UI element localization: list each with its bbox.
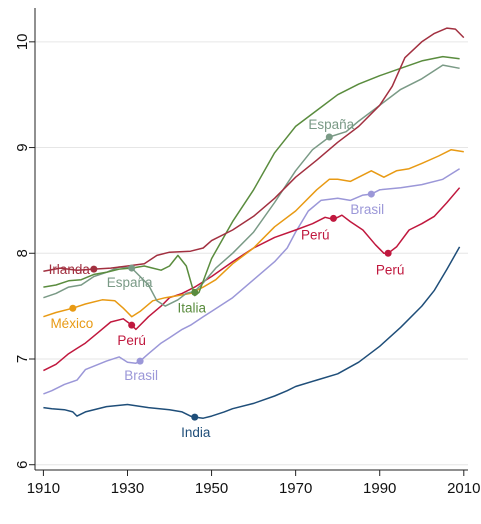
x-tick-label-2010: 2010 <box>447 480 480 497</box>
x-tick-label-1970: 1970 <box>279 480 312 497</box>
annotation-label-2: México <box>50 316 93 331</box>
annotation-label-1: España <box>107 275 153 290</box>
series-line-0 <box>43 246 461 419</box>
annotation-label-4: Brasil <box>124 368 158 383</box>
annotation-markers <box>69 133 392 421</box>
x-tick-label-1910: 1910 <box>27 480 60 497</box>
annotation-marker-4 <box>136 357 144 365</box>
y-tick-label-8: 8 <box>14 249 31 257</box>
grid-lines <box>35 41 468 466</box>
x-tick-label-1950: 1950 <box>195 480 228 497</box>
x-tick-label-1990: 1990 <box>363 480 396 497</box>
annotation-marker-2 <box>69 304 77 312</box>
series-line-6 <box>43 27 465 272</box>
annotation-label-7: España <box>308 117 354 132</box>
annotation-labels: Irlanda España México Perú Brasil Italia India… <box>49 117 405 440</box>
x-tick-label-1930: 1930 <box>111 480 144 497</box>
axes: 6 7 8 9 10 1910 1930 1950 1970 1990 2010 <box>14 8 480 497</box>
annotation-label-10: Perú <box>376 262 405 277</box>
annotation-marker-1 <box>128 264 136 272</box>
y-tick-label-10: 10 <box>14 33 31 50</box>
annotation-label-8: Perú <box>301 227 330 242</box>
annotation-marker-8 <box>329 214 337 222</box>
annotation-label-9: Brasil <box>350 202 384 217</box>
annotation-marker-0 <box>90 265 98 273</box>
annotation-marker-10 <box>384 249 392 257</box>
annotation-label-3: Perú <box>117 333 146 348</box>
annotation-marker-5 <box>191 288 199 296</box>
annotation-marker-3 <box>128 321 136 329</box>
annotation-marker-6 <box>191 413 199 421</box>
y-tick-label-9: 9 <box>14 143 31 151</box>
series-line-3 <box>43 148 464 318</box>
y-tick-label-6: 6 <box>14 461 31 469</box>
annotation-marker-9 <box>367 190 375 198</box>
annotation-marker-7 <box>325 133 333 141</box>
annotation-label-6: India <box>181 425 211 440</box>
annotation-label-0: Irlanda <box>49 262 91 277</box>
annotation-label-5: Italia <box>177 300 206 315</box>
y-tick-label-7: 7 <box>14 355 31 363</box>
